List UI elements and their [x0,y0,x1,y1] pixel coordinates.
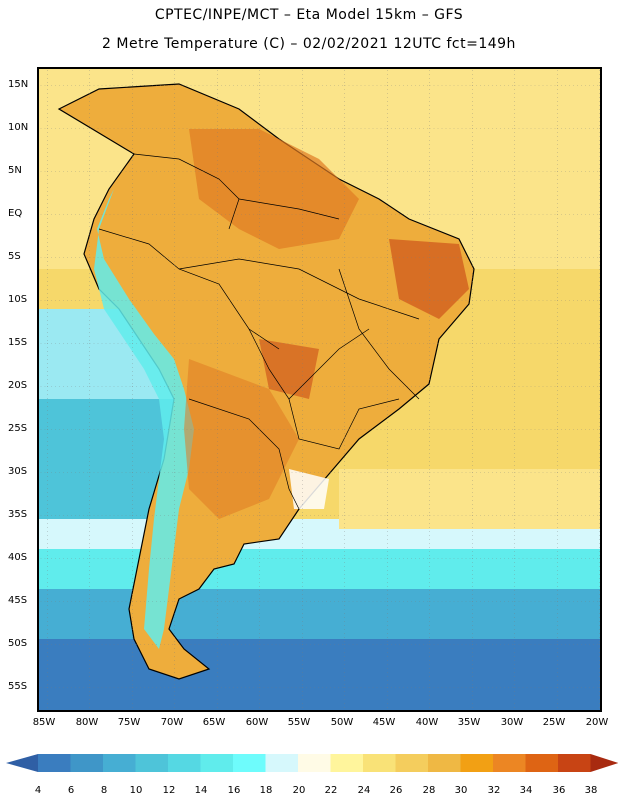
legend-arrow-high [590,754,618,772]
lat-label: 50S [8,638,28,649]
lon-label: 45W [372,717,396,728]
lon-label: 70W [160,717,184,728]
lat-label: 20S [8,380,28,391]
legend-level: 24 [357,785,371,796]
legend-swatch [70,754,103,772]
legend-swatch [233,754,266,772]
legend-level: 10 [129,785,143,796]
lon-label: 40W [415,717,439,728]
legend-swatch [38,754,71,772]
lon-label: 20W [585,717,609,728]
lat-label: 10N [8,122,29,133]
legend-level: 38 [584,785,598,796]
lon-label: 80W [75,717,99,728]
lat-label: 5N [8,165,22,176]
legend-swatch [135,754,168,772]
map-canvas [39,69,600,710]
temperature-map [37,67,602,712]
legend-swatch [493,754,526,772]
lat-label: 30S [8,466,28,477]
color-legend [6,754,618,772]
legend-swatch [558,754,591,772]
lat-label: 40S [8,552,28,563]
legend-swatch [395,754,428,772]
lat-lon-grid [39,69,600,710]
lon-label: 85W [32,717,56,728]
legend-swatch [103,754,136,772]
legend-swatch [330,754,363,772]
lat-label: 35S [8,509,28,520]
lat-label: 5S [8,251,21,262]
lat-label: 55S [8,681,28,692]
legend-arrow-low [6,754,38,772]
lat-label: 15S [8,337,28,348]
legend-swatch [428,754,461,772]
legend-level: 16 [227,785,241,796]
lon-label: 30W [500,717,524,728]
legend-level: 14 [194,785,208,796]
legend-level: 36 [552,785,566,796]
legend-swatch [525,754,558,772]
legend-swatch [265,754,298,772]
lon-label: 75W [117,717,141,728]
legend-swatch [363,754,396,772]
lon-label: 35W [457,717,481,728]
legend-swatch [168,754,201,772]
legend-level: 32 [487,785,501,796]
lon-label: 55W [287,717,311,728]
legend-level: 26 [389,785,403,796]
legend-level: 30 [454,785,468,796]
map-subtitle: 2 Metre Temperature (C) – 02/02/2021 12U… [102,36,516,52]
lon-label: 25W [542,717,566,728]
legend-level: 18 [259,785,273,796]
legend-level: 22 [324,785,338,796]
legend-swatch [200,754,233,772]
lat-label: 15N [8,79,29,90]
legend-swatch [298,754,331,772]
lat-label: 10S [8,294,28,305]
lon-label: 60W [245,717,269,728]
legend-level: 28 [422,785,436,796]
legend-swatch [460,754,493,772]
lat-label: EQ [8,208,23,219]
legend-level: 6 [67,785,75,796]
lon-label: 65W [202,717,226,728]
lat-label: 25S [8,423,28,434]
legend-level: 4 [34,785,42,796]
legend-level: 34 [519,785,533,796]
legend-level: 12 [162,785,176,796]
map-title: CPTEC/INPE/MCT – Eta Model 15km – GFS [154,7,464,23]
lat-label: 45S [8,595,28,606]
legend-level: 8 [100,785,108,796]
lon-label: 50W [330,717,354,728]
legend-level: 20 [292,785,306,796]
